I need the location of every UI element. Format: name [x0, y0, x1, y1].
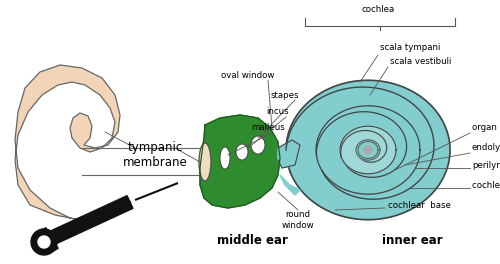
- Text: cochlea: cochlea: [362, 6, 394, 15]
- Polygon shape: [280, 175, 300, 195]
- Circle shape: [38, 236, 50, 248]
- Text: oval window: oval window: [222, 70, 274, 79]
- Text: endolymph: endolymph: [472, 144, 500, 153]
- Text: organ of Corti: organ of Corti: [472, 124, 500, 133]
- Ellipse shape: [251, 136, 265, 154]
- Text: cochlear  base: cochlear base: [388, 200, 451, 210]
- Polygon shape: [316, 106, 420, 194]
- Text: scala vestibuli: scala vestibuli: [390, 58, 452, 67]
- Text: inner ear: inner ear: [382, 233, 442, 247]
- Polygon shape: [15, 65, 120, 220]
- Text: incus: incus: [266, 107, 289, 116]
- Ellipse shape: [199, 143, 211, 181]
- Polygon shape: [358, 142, 378, 158]
- Polygon shape: [49, 196, 133, 244]
- Text: cochlear apex: cochlear apex: [472, 181, 500, 190]
- Polygon shape: [200, 115, 280, 208]
- Ellipse shape: [236, 144, 248, 160]
- Polygon shape: [356, 140, 380, 160]
- Polygon shape: [286, 80, 450, 220]
- Text: malleus: malleus: [251, 124, 285, 133]
- Ellipse shape: [220, 147, 230, 169]
- Text: stapes: stapes: [271, 91, 299, 100]
- Text: round
window: round window: [282, 210, 314, 230]
- Text: middle ear: middle ear: [216, 233, 288, 247]
- Text: scala tympani: scala tympani: [380, 44, 440, 53]
- Text: tympanic
membrane: tympanic membrane: [122, 140, 188, 169]
- Circle shape: [364, 146, 372, 154]
- Circle shape: [31, 229, 57, 255]
- Polygon shape: [340, 126, 396, 174]
- Polygon shape: [278, 140, 300, 168]
- Text: perilymph: perilymph: [472, 161, 500, 169]
- Polygon shape: [41, 228, 58, 251]
